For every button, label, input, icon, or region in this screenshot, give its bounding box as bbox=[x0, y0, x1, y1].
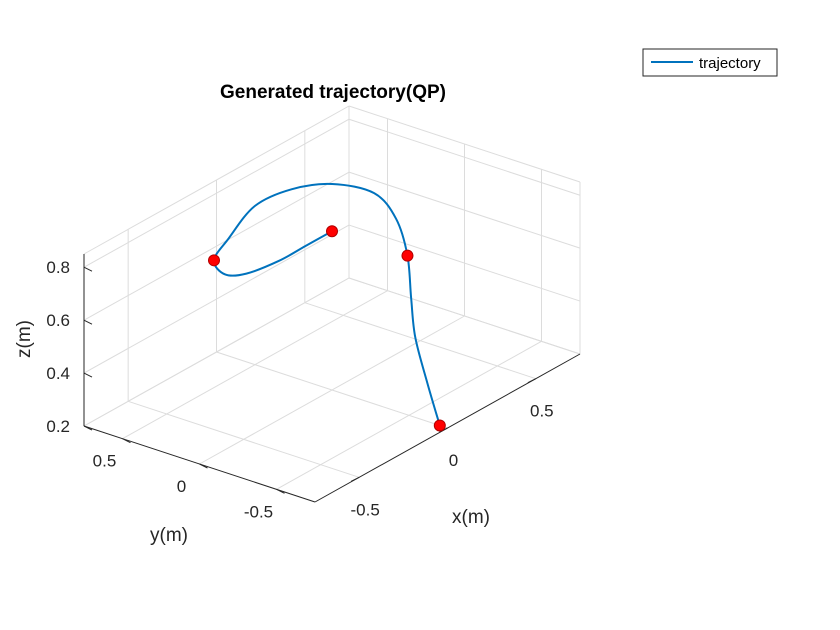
grid-line-floor-y bbox=[276, 340, 542, 490]
y-tick-label: -0.5 bbox=[244, 502, 273, 521]
z-tick-mark bbox=[83, 319, 93, 325]
legend-label-trajectory: trajectory bbox=[699, 55, 761, 72]
z-tick-mark bbox=[83, 372, 93, 378]
y-tick-mark bbox=[199, 463, 208, 469]
y-tick-label: 0 bbox=[177, 477, 186, 496]
y-axis-label: y(m) bbox=[150, 525, 188, 546]
y-tick-label: 0.5 bbox=[93, 452, 117, 471]
grid-lines bbox=[83, 105, 581, 490]
box-edge bbox=[83, 277, 350, 427]
x-tick-label: -0.5 bbox=[351, 500, 380, 519]
legend[interactable]: trajectory bbox=[642, 48, 778, 77]
grid-line-wall-x-horz bbox=[348, 224, 581, 302]
grid-line-wall-x-horz bbox=[348, 118, 581, 196]
tick-labels: -0.5 0 0.5 -0.5 0 0.5 0.2 0.4 0.6 0.8 bbox=[46, 258, 553, 521]
grid-line-floor-y bbox=[199, 315, 465, 465]
waypoint-marker-1 bbox=[433, 419, 446, 432]
waypoint-marker-3 bbox=[208, 254, 220, 267]
chart-title: Generated trajectory(QP) bbox=[220, 82, 446, 103]
x-tick-label: 0 bbox=[449, 451, 458, 470]
grid-line-wall-x-horz bbox=[348, 171, 581, 249]
grid-line-wall-y-horz bbox=[83, 171, 350, 321]
grid-line-wall-y-horz bbox=[83, 118, 350, 268]
grid-line-wall-y-horz bbox=[83, 224, 350, 374]
grid-line-floor-y bbox=[122, 290, 388, 440]
y-tick-mark bbox=[276, 488, 285, 494]
waypoint-marker-2 bbox=[401, 249, 414, 262]
box-edge bbox=[83, 105, 350, 255]
series-line-trajectory bbox=[212, 182, 441, 426]
waypoint-marker-4 bbox=[326, 225, 338, 238]
z-tick-label: 0.8 bbox=[46, 258, 70, 277]
z-tick-mark bbox=[83, 425, 93, 431]
box-edge bbox=[348, 277, 581, 355]
x-axis-label: x(m) bbox=[452, 507, 490, 528]
z-tick-mark bbox=[83, 266, 93, 272]
x-tick-label: 0.5 bbox=[530, 402, 554, 421]
x-tick-mark bbox=[527, 378, 537, 384]
y-tick-mark bbox=[122, 438, 131, 444]
plot-area bbox=[208, 182, 446, 432]
box-edge bbox=[348, 105, 581, 183]
x-tick-mark bbox=[350, 476, 360, 482]
z-tick-label: 0.2 bbox=[46, 417, 70, 436]
axes-box bbox=[83, 254, 581, 503]
z-tick-label: 0.4 bbox=[46, 364, 70, 383]
z-tick-label: 0.6 bbox=[46, 311, 70, 330]
z-axis-label: z(m) bbox=[14, 320, 35, 358]
